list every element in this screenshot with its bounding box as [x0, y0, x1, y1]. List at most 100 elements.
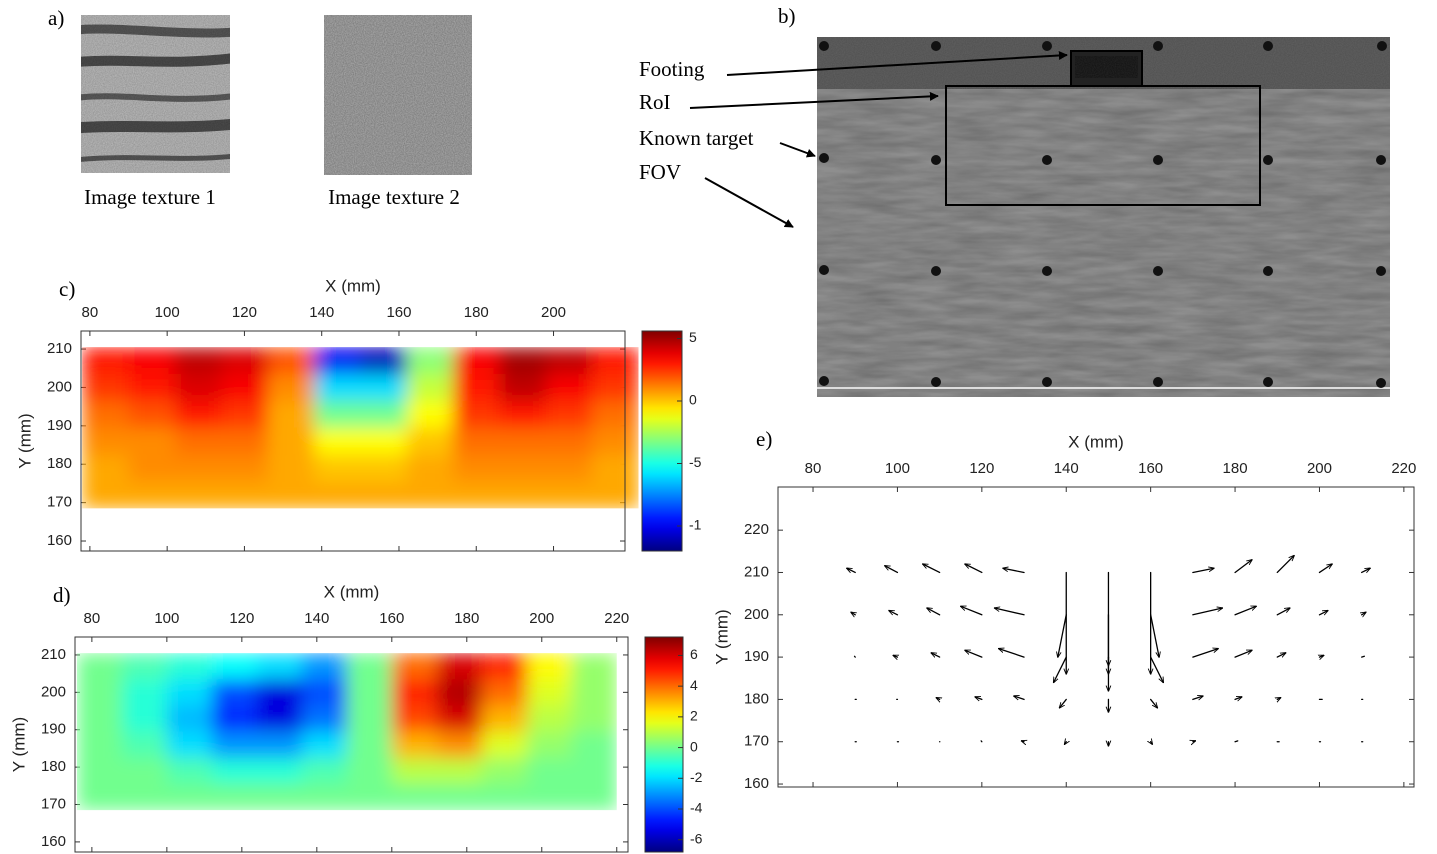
arrow [1234, 606, 1256, 616]
cell [391, 757, 438, 785]
cell [545, 374, 593, 402]
y-tick-label: 200 [41, 683, 66, 700]
y-axis-label: Y (mm) [15, 413, 34, 468]
cell [166, 705, 213, 733]
colorbar-tick-label: -4 [690, 800, 703, 816]
cell [128, 374, 176, 402]
y-tick-label: 170 [47, 494, 72, 511]
arrow [1150, 656, 1164, 682]
panel-label: b) [778, 4, 796, 28]
cell [313, 454, 361, 483]
cell [76, 653, 123, 680]
cell [166, 653, 213, 680]
heatmap-cells [76, 653, 617, 811]
cell [256, 653, 303, 680]
cell [221, 454, 269, 483]
y-tick-label: 190 [47, 417, 72, 434]
x-tick-label: 180 [1223, 460, 1248, 477]
panel-label: a) [48, 6, 64, 30]
cell [174, 427, 222, 456]
cell [211, 731, 258, 759]
cell [592, 481, 639, 509]
cell [76, 783, 123, 811]
cell [267, 347, 315, 375]
panel-label: e) [756, 427, 772, 451]
arrow [1151, 742, 1153, 745]
cell [82, 427, 130, 456]
cell [121, 731, 168, 759]
arrow [853, 655, 856, 658]
cell [256, 783, 303, 811]
heatmap-cells [82, 347, 639, 509]
cell [499, 374, 547, 402]
cell [76, 679, 123, 706]
cell [221, 481, 269, 509]
cell [174, 347, 222, 375]
y-tick-label: 180 [744, 690, 769, 707]
arrow [847, 568, 856, 574]
cell [76, 757, 123, 785]
cell [301, 731, 348, 759]
arrow [1058, 614, 1067, 657]
colorbar-tick-label: 6 [690, 646, 698, 662]
colorbar-tick-label: 0 [689, 392, 697, 408]
cell [545, 347, 593, 375]
cell [267, 374, 315, 402]
heatmap [82, 347, 639, 509]
cell [481, 705, 528, 733]
cell [406, 347, 454, 375]
cell [121, 757, 168, 785]
annotation: Footing [639, 57, 705, 81]
arrow [931, 653, 941, 658]
cell [571, 705, 617, 733]
arrow [1318, 564, 1332, 574]
cell [360, 400, 408, 429]
cell [391, 731, 438, 759]
arrow [936, 698, 939, 700]
x-axis-label: X (mm) [324, 582, 380, 601]
arrow [1319, 655, 1323, 657]
cell [571, 653, 617, 680]
cell [313, 347, 361, 375]
x-tick-label: 200 [541, 304, 566, 321]
cell [453, 427, 500, 456]
colorbar-tick-label: -1 [689, 517, 702, 533]
x-tick-label: 140 [309, 304, 334, 321]
arrow [923, 564, 941, 574]
arrow [965, 650, 983, 658]
arrow [1234, 560, 1252, 574]
arrow [980, 740, 983, 743]
photo [817, 37, 1390, 397]
caption: Image texture 1 [84, 185, 216, 209]
cell [82, 400, 130, 429]
cell [128, 454, 176, 483]
cell [256, 731, 303, 759]
annotation: RoI [639, 90, 671, 114]
plot-frame [74, 636, 629, 853]
cell [499, 400, 547, 429]
cell [256, 679, 303, 706]
cell [592, 347, 639, 375]
cell [211, 653, 258, 680]
texture-2 [324, 15, 472, 175]
cell [174, 400, 222, 429]
cell [436, 653, 483, 680]
y-axis-label: Y (mm) [9, 717, 28, 772]
colorbar [644, 636, 684, 853]
cell [256, 705, 303, 733]
cell [453, 374, 500, 402]
cell [436, 679, 483, 706]
cell [301, 705, 348, 733]
x-tick-label: 220 [1391, 460, 1416, 477]
cell [128, 347, 176, 375]
y-tick-label: 210 [744, 563, 769, 580]
cell [166, 731, 213, 759]
arrow [893, 655, 897, 657]
cell [76, 731, 123, 759]
cell [391, 679, 438, 706]
cell [526, 679, 573, 706]
arrow [999, 649, 1025, 658]
cell [346, 757, 393, 785]
cell [360, 347, 408, 375]
cell [82, 374, 130, 402]
